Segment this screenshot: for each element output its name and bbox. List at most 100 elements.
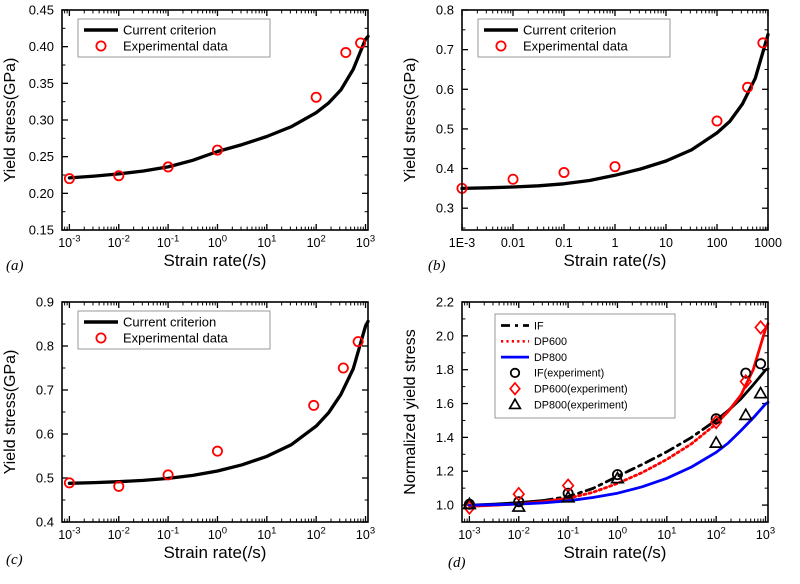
marker-triangle: [560, 489, 576, 503]
legend-label: DP800(experiment): [534, 399, 628, 411]
x-axis-title: Strain rate(/s): [164, 251, 267, 270]
curve-current-criterion: [67, 34, 370, 180]
x-tick-label: 10: [659, 236, 673, 250]
x-tick-label: 10-2: [108, 526, 130, 543]
marker-diamond: [709, 414, 723, 430]
y-axis-title: Normalized yield stress: [402, 329, 419, 494]
x-tick-label: 100: [208, 526, 227, 543]
legend-box: [77, 18, 271, 58]
x-tick-label: 10-2: [108, 234, 130, 251]
marker-triangle: [610, 470, 625, 484]
legend-label: IF(experiment): [534, 368, 604, 380]
marker-circle: [755, 358, 767, 370]
x-tick-label: 1E-3: [449, 236, 475, 250]
y-tick-label: 0.20: [29, 186, 54, 201]
x-tick-label: 101: [657, 526, 676, 543]
marker-circle: [211, 144, 223, 156]
y-tick-label: 0.4: [36, 515, 54, 530]
legend-label: Experimental data: [123, 39, 229, 54]
y-tick-label: 2.2: [436, 295, 454, 310]
marker-circle: [513, 496, 525, 508]
x-tick-label: 0.01: [501, 236, 525, 250]
marker-circle: [711, 115, 723, 127]
marker-circle: [355, 37, 367, 49]
marker-circle: [211, 445, 223, 457]
axis-frame: [61, 9, 369, 231]
x-axis-title: Strain rate(/s): [564, 543, 667, 562]
x-tick-label: 10-3: [58, 234, 80, 251]
marker-triangle: [753, 385, 768, 399]
marker-circle: [308, 399, 320, 411]
legend-label: DP600(experiment): [534, 384, 628, 396]
marker-circle: [558, 167, 570, 179]
marker-circle: [507, 173, 519, 185]
legend-label: DP800: [534, 352, 567, 364]
marker-circle: [95, 332, 107, 344]
legend-box: [494, 313, 676, 419]
x-tick-label: 101: [257, 234, 276, 251]
curve-current-criterion: [67, 319, 370, 485]
x-tick-label: 10-2: [508, 526, 530, 543]
y-tick-label: 0.7: [436, 42, 454, 57]
axis-frame: [61, 301, 369, 523]
marker-circle: [95, 40, 107, 52]
y-tick-label: 0.30: [29, 113, 54, 128]
marker-circle: [162, 161, 174, 173]
y-tick-label: 0.3: [436, 201, 454, 216]
marker-triangle: [508, 397, 522, 410]
marker-triangle: [708, 435, 724, 448]
panel-label: (c): [6, 552, 23, 568]
marker-circle: [742, 81, 754, 93]
x-axis-title: Strain rate(/s): [164, 543, 267, 562]
y-tick-label: 0.15: [29, 223, 54, 238]
x-tick-label: 1000: [754, 236, 782, 250]
y-tick-label: 0.25: [29, 149, 54, 164]
legend-label: Current criterion: [123, 315, 216, 330]
marker-circle: [63, 477, 75, 489]
y-tick-label: 1.0: [436, 498, 454, 513]
x-tick-label: 0.1: [555, 236, 572, 250]
ticks: [62, 9, 368, 231]
marker-diamond: [739, 374, 753, 390]
legend-label: DP600: [534, 336, 567, 348]
x-tick-label: 102: [307, 234, 326, 251]
x-tick-label: 10-3: [58, 526, 80, 543]
y-tick-label: 0.7: [36, 383, 54, 398]
x-tick-label: 103: [356, 526, 375, 543]
y-tick-label: 0.4: [436, 161, 454, 176]
y-tick-label: 0.5: [36, 471, 54, 486]
panel-c: 0.4 0.5 0.6 0.7 0.8 0.9 10-3 10-2 10-1 100 101 102 1…: [0, 292, 400, 584]
panel-c-chart: 0.4 0.5 0.6 0.7 0.8 0.9 10-3 10-2 10-1 100 101 102 1…: [2, 295, 375, 569]
x-tick-label: 100: [208, 234, 227, 251]
curve-dp600: [566, 422, 718, 500]
y-tick-label: 0.5: [436, 121, 454, 136]
legend: IF DP600 DP800 IF(experiment) DP600(experime…: [494, 313, 676, 419]
y-tick-label: 0.40: [29, 39, 54, 54]
legend-box: [77, 310, 271, 350]
x-axis-title: Strain rate(/s): [564, 251, 667, 270]
marker-circle: [609, 161, 621, 173]
panel-d-chart: 1.0 1.2 1.4 1.6 1.8 2.0 2.2 10-3 10-2 10-1 100 101 1…: [402, 295, 775, 572]
curve-current-criterion: [460, 32, 770, 191]
y-tick-label: 0.6: [36, 427, 54, 442]
panel-label: (a): [6, 258, 24, 274]
marker-triangle: [511, 499, 527, 512]
y-tick-label: 0.35: [29, 76, 54, 91]
x-tick-label: 101: [257, 526, 276, 543]
legend-label: IF: [534, 320, 544, 332]
marker-diamond: [754, 319, 767, 335]
y-tick-label: 1.8: [436, 362, 454, 377]
marker-circle: [509, 367, 521, 379]
marker-circle: [162, 469, 174, 481]
panel-a: 0.15 0.20 0.25 0.30 0.35 0.40 0.45 10-3 10-2 10-1…: [0, 0, 400, 292]
panel-b-chart: 0.3 0.4 0.5 0.6 0.7 0.8 1E-3 0.01 0.1 1 10 100 1000 S…: [402, 3, 782, 275]
y-tick-label: 1.6: [436, 396, 454, 411]
legend-box: [477, 18, 671, 58]
marker-circle: [562, 487, 574, 499]
marker-circle: [710, 413, 722, 425]
marker-circle: [740, 367, 752, 379]
panel-label: (d): [448, 555, 466, 571]
y-tick-label: 0.45: [29, 3, 54, 18]
